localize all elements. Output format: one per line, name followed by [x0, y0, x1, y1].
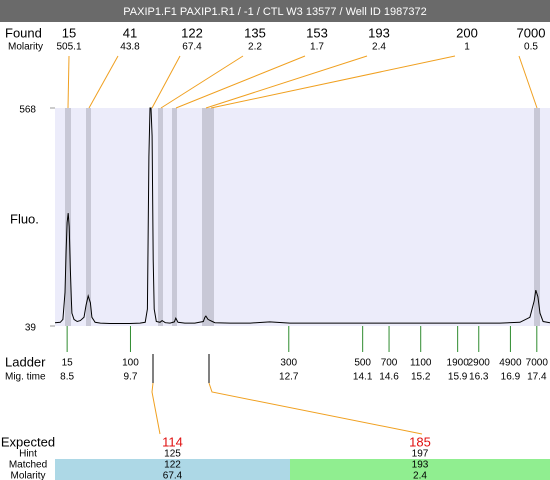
band	[172, 108, 177, 326]
band	[534, 108, 540, 326]
found-molarity: 0.5	[524, 42, 538, 53]
ladder-size: 300	[280, 358, 297, 369]
band	[202, 108, 214, 326]
ladder-time: 8.5	[60, 372, 74, 383]
found-leaders	[67, 55, 538, 109]
found-size: 153	[306, 25, 328, 40]
found-size: 15	[62, 25, 76, 40]
expected-matched: 122	[164, 460, 181, 471]
ladder-size: 500	[354, 358, 371, 369]
leader	[67, 55, 70, 109]
ladder-label: Ladder	[5, 354, 46, 369]
mig-time-label: Mig. time	[5, 372, 46, 383]
leader	[151, 55, 181, 109]
y-tick-label: 568	[19, 105, 36, 116]
expected-matched: 193	[412, 460, 429, 471]
expected-expected: 185	[409, 434, 431, 449]
leader	[175, 55, 306, 109]
y-tick-label: 39	[25, 323, 37, 334]
leader	[151, 382, 161, 435]
ladder-size: 100	[122, 358, 139, 369]
found-molarity: 1.7	[310, 42, 324, 53]
ladder-size: 2900	[468, 358, 491, 369]
found-size: 7000	[517, 25, 546, 40]
expected-row-label: Expected	[1, 434, 55, 449]
band	[158, 108, 163, 326]
leader	[88, 55, 119, 109]
leader	[518, 55, 538, 109]
ladder-time: 15.2	[411, 372, 431, 383]
ladder-size: 700	[381, 358, 398, 369]
found-size: 135	[244, 25, 266, 40]
expected-row-label: Molarity	[10, 471, 45, 480]
ladder-time: 12.7	[279, 372, 299, 383]
expected-expected: 114	[162, 434, 183, 449]
ladder-size: 7000	[526, 358, 549, 369]
ladder-time: 14.1	[353, 372, 373, 383]
found-molarity: 67.4	[182, 42, 202, 53]
expected-markers	[151, 354, 423, 435]
leader	[208, 382, 423, 435]
found-size: 41	[123, 25, 137, 40]
found-molarity: 505.1	[56, 42, 81, 53]
found-molarity: 2.2	[248, 42, 262, 53]
expected-cell-bg	[55, 459, 290, 480]
ladder-time: 9.7	[124, 372, 138, 383]
found-size: 200	[456, 25, 478, 40]
expected-row-label: Hint	[19, 449, 37, 460]
expected-hint: 197	[412, 449, 429, 460]
ladder-time: 17.4	[527, 372, 547, 383]
leader	[205, 55, 368, 109]
found-molarity: 43.8	[120, 42, 140, 53]
found-label: Found	[5, 25, 42, 40]
leader	[210, 55, 456, 109]
expected-row-label: Matched	[9, 460, 47, 471]
expected-cell-bg	[290, 459, 550, 480]
ladder-size: 15	[62, 358, 74, 369]
expected-molarity: 2.4	[413, 471, 427, 480]
title: PAXIP1.F1 PAXIP1.R1 / -1 / CTL W3 13577 …	[123, 6, 426, 18]
ladder-time: 16.9	[501, 372, 521, 383]
title-bar	[0, 0, 550, 22]
leader	[160, 55, 244, 109]
expected-molarity: 67.4	[163, 471, 183, 480]
ladder-size: 1100	[410, 358, 432, 369]
found-size: 193	[368, 25, 390, 40]
ladder-time: 16.3	[469, 372, 489, 383]
ladder-size: 1900	[447, 358, 470, 369]
molarity-label: Molarity	[8, 42, 43, 53]
ladder-time: 15.9	[448, 372, 468, 383]
band	[86, 108, 91, 326]
trace	[54, 107, 550, 324]
plot-area	[55, 108, 550, 326]
found-size: 122	[181, 25, 203, 40]
found-molarity: 1	[464, 42, 470, 53]
y-axis-label: Fluo.	[10, 211, 39, 226]
found-molarity: 2.4	[372, 42, 386, 53]
ladder-size: 4900	[499, 358, 522, 369]
expected-hint: 125	[164, 449, 181, 460]
ladder-time: 14.6	[379, 372, 399, 383]
